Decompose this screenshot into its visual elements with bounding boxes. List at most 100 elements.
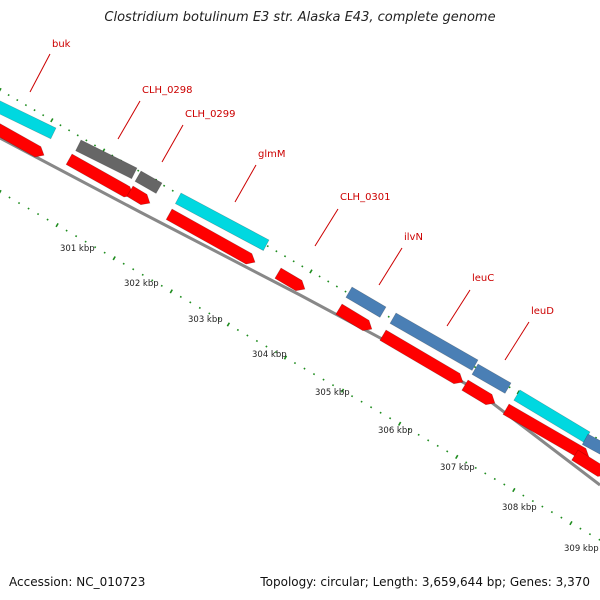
- feature-teal-1-shape: [0, 95, 57, 140]
- upper-tick: [76, 134, 79, 137]
- feature-grey-2-shape: [134, 170, 163, 194]
- lower-tick: [265, 345, 268, 348]
- lower-tick: [226, 322, 231, 327]
- cds-arrow-4: [165, 208, 256, 265]
- lower-tick: [236, 328, 239, 332]
- lower-tick: [217, 317, 220, 321]
- lower-tick: [397, 421, 402, 426]
- lower-tick: [46, 218, 49, 221]
- upper-tick: [344, 290, 347, 293]
- gene-label-leuc: leuC: [472, 273, 494, 284]
- upper-tick: [16, 98, 19, 102]
- cds-arrow-7: [379, 329, 464, 385]
- upper-tick: [50, 118, 54, 123]
- feature-teal-2-shape: [174, 192, 270, 251]
- upper-tick: [387, 315, 390, 318]
- lower-tick: [132, 268, 135, 271]
- feature-blue-2-shape: [389, 312, 479, 371]
- upper-tick: [309, 269, 313, 274]
- lower-tick: [522, 494, 525, 497]
- upper-tick: [7, 93, 10, 97]
- lower-tick: [246, 334, 249, 337]
- label-leader: [161, 124, 184, 163]
- lower-tick: [160, 284, 163, 287]
- lower-tick: [531, 499, 534, 503]
- lower-tick: [455, 454, 459, 460]
- upper-tick: [137, 169, 140, 172]
- upper-tick: [33, 109, 36, 112]
- feature-track: [0, 95, 600, 477]
- feature-blue-3-shape: [471, 363, 512, 394]
- upper-tick: [335, 285, 338, 288]
- label-leader: [234, 164, 257, 203]
- lower-tick: [255, 339, 259, 343]
- gene-label-clh_0298: CLH_0298: [142, 85, 193, 96]
- feature-grey-2: [134, 170, 163, 194]
- gene-label-clh_0299: CLH_0299: [185, 109, 236, 120]
- lower-tick: [484, 472, 487, 475]
- lower-tick: [17, 201, 21, 205]
- kbp-label: 301 kbp: [60, 244, 95, 254]
- cds-arrow-5: [274, 267, 306, 292]
- lower-tick: [122, 262, 125, 265]
- kbp-label: 307 kbp: [440, 463, 475, 473]
- topology-text: Topology: circular; Length: 3,659,644 bp…: [260, 575, 590, 589]
- upper-tick: [508, 386, 511, 389]
- cds-arrow-6: [335, 303, 373, 331]
- cds-arrow-3-shape: [126, 185, 151, 206]
- lower-tick: [55, 222, 59, 228]
- feature-teal-2: [174, 192, 270, 251]
- lower-tick: [65, 229, 68, 232]
- lower-tick: [303, 367, 306, 370]
- lower-tick: [340, 388, 345, 393]
- gene-label-leud: leuD: [531, 306, 554, 317]
- lower-tick: [379, 411, 382, 414]
- label-leader: [378, 247, 403, 286]
- cds-arrow-7-shape: [379, 329, 464, 385]
- upper-tick: [85, 139, 88, 142]
- lower-tick: [370, 406, 373, 409]
- lower-tick: [427, 439, 430, 442]
- upper-tick: [163, 184, 166, 187]
- kbp-labels: 301 kbp 302 kbp 303 kbp 304 kbp 305 kbp 306 k…: [60, 244, 599, 554]
- feature-blue-3: [471, 363, 512, 394]
- gene-label-clh_0301: CLH_0301: [340, 192, 391, 203]
- upper-tick: [266, 245, 269, 248]
- upper-tick: [0, 87, 2, 93]
- kbp-label: 304 kbp: [252, 350, 287, 360]
- cds-arrow-6-shape: [335, 303, 373, 331]
- feature-blue-4-shape: [581, 433, 600, 457]
- lower-tick: [408, 428, 411, 431]
- lower-tick: [512, 487, 516, 493]
- upper-tick: [283, 255, 287, 258]
- lower-tick: [151, 279, 154, 282]
- upper-tick: [275, 250, 278, 253]
- lower-tick: [198, 306, 201, 309]
- gene-label-ilvn: ilvN: [404, 232, 423, 243]
- lower-tick: [389, 417, 392, 420]
- lower-tick: [312, 373, 316, 376]
- lower-tick: [598, 538, 600, 541]
- gene-label-glmm: glmM: [258, 149, 286, 160]
- kbp-label: 302 kbp: [124, 279, 159, 289]
- upper-tick: [171, 189, 174, 192]
- genome-backbone: [0, 136, 600, 487]
- lower-tick: [503, 483, 506, 486]
- cds-arrow-8: [461, 379, 496, 406]
- lower-tick: [103, 251, 106, 254]
- upper-tick: [42, 114, 45, 117]
- lower-tick: [75, 235, 78, 238]
- lower-tick: [350, 395, 354, 398]
- lower-tick: [436, 444, 439, 447]
- lower-tick: [283, 355, 288, 360]
- feature-blue-1: [345, 286, 387, 318]
- cds-arrow-5-shape: [274, 267, 306, 292]
- map-title: Clostridium botulinum E3 str. Alaska E43…: [104, 10, 496, 25]
- lower-tick: [541, 505, 544, 508]
- feature-blue-1-shape: [345, 286, 387, 318]
- upper-tick: [93, 144, 97, 147]
- cds-arrow-1-shape: [0, 117, 45, 158]
- lower-tick: [569, 521, 573, 526]
- gene-labels: buk CLH_0298 CLH_0299 glmM CLH_0301 ilvN leuC l…: [52, 39, 554, 317]
